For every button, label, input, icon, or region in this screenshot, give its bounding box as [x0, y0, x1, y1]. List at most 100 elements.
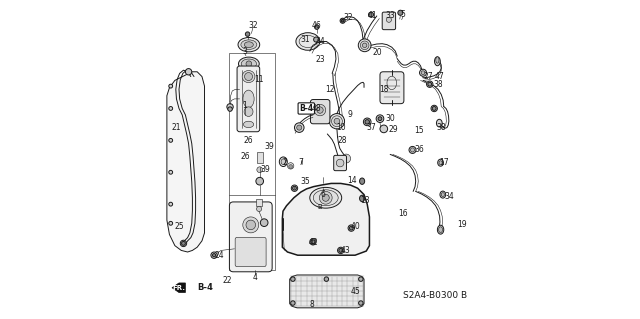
- Circle shape: [260, 219, 268, 226]
- Circle shape: [358, 301, 363, 305]
- Text: 7: 7: [298, 158, 303, 167]
- FancyBboxPatch shape: [333, 155, 346, 171]
- Text: 29: 29: [388, 125, 398, 134]
- Text: FR.: FR.: [173, 285, 186, 291]
- Ellipse shape: [257, 206, 262, 211]
- Ellipse shape: [435, 57, 440, 66]
- Bar: [229, 53, 275, 270]
- Circle shape: [428, 82, 431, 86]
- Ellipse shape: [436, 119, 442, 127]
- FancyBboxPatch shape: [237, 66, 260, 132]
- Circle shape: [342, 154, 351, 163]
- Circle shape: [256, 177, 264, 185]
- Ellipse shape: [438, 159, 444, 166]
- Ellipse shape: [242, 70, 255, 83]
- Text: 37: 37: [366, 123, 376, 132]
- Circle shape: [169, 107, 173, 110]
- Polygon shape: [282, 183, 369, 255]
- Text: 26: 26: [240, 152, 250, 161]
- Circle shape: [227, 104, 233, 110]
- Circle shape: [369, 12, 374, 17]
- Polygon shape: [172, 283, 186, 293]
- Text: 40: 40: [350, 222, 360, 231]
- Ellipse shape: [438, 227, 442, 233]
- Circle shape: [311, 240, 315, 244]
- Text: 33: 33: [385, 11, 395, 20]
- Text: 11: 11: [255, 75, 264, 84]
- Ellipse shape: [437, 225, 444, 234]
- Ellipse shape: [358, 39, 371, 52]
- Text: 32: 32: [344, 13, 353, 22]
- Ellipse shape: [296, 33, 320, 50]
- Circle shape: [358, 277, 363, 281]
- Ellipse shape: [329, 114, 344, 129]
- Text: 18: 18: [379, 85, 388, 94]
- Text: 47: 47: [435, 72, 445, 81]
- Circle shape: [243, 217, 259, 233]
- Circle shape: [291, 301, 295, 305]
- Ellipse shape: [238, 38, 260, 52]
- Text: 22: 22: [223, 276, 232, 285]
- Ellipse shape: [360, 41, 369, 50]
- Text: 20: 20: [372, 48, 382, 57]
- Ellipse shape: [246, 61, 252, 67]
- Ellipse shape: [362, 43, 367, 48]
- Circle shape: [336, 159, 344, 167]
- Text: 1: 1: [243, 101, 248, 110]
- Polygon shape: [290, 275, 364, 308]
- Text: 35: 35: [301, 177, 310, 186]
- Text: 28: 28: [337, 136, 347, 145]
- Text: 14: 14: [347, 176, 356, 185]
- Circle shape: [186, 69, 192, 75]
- Ellipse shape: [334, 118, 340, 124]
- Circle shape: [324, 277, 328, 281]
- Text: 12: 12: [325, 85, 334, 94]
- Circle shape: [310, 239, 316, 245]
- Circle shape: [380, 125, 388, 133]
- Text: 45: 45: [350, 287, 360, 296]
- Text: 27: 27: [424, 72, 433, 81]
- Ellipse shape: [239, 57, 259, 70]
- Ellipse shape: [279, 157, 287, 167]
- Circle shape: [341, 19, 344, 22]
- Ellipse shape: [360, 178, 365, 184]
- FancyBboxPatch shape: [310, 100, 330, 124]
- Circle shape: [348, 225, 355, 231]
- Text: 5: 5: [401, 10, 405, 19]
- Ellipse shape: [409, 146, 416, 153]
- Circle shape: [378, 117, 382, 121]
- Text: 2: 2: [282, 158, 287, 167]
- Circle shape: [314, 104, 326, 116]
- Text: 31: 31: [301, 35, 310, 44]
- Polygon shape: [167, 72, 205, 252]
- Text: 21: 21: [172, 123, 181, 132]
- Text: 23: 23: [315, 55, 325, 63]
- Ellipse shape: [243, 121, 253, 128]
- Ellipse shape: [436, 57, 439, 63]
- Ellipse shape: [244, 73, 253, 81]
- Text: 3: 3: [243, 47, 248, 56]
- Text: 30: 30: [385, 114, 395, 122]
- Ellipse shape: [410, 148, 415, 152]
- Circle shape: [169, 138, 173, 142]
- Ellipse shape: [310, 188, 342, 208]
- Ellipse shape: [244, 42, 253, 48]
- Circle shape: [315, 25, 319, 29]
- Text: 25: 25: [175, 222, 184, 231]
- Circle shape: [169, 202, 173, 206]
- Ellipse shape: [314, 190, 338, 206]
- FancyBboxPatch shape: [229, 202, 272, 272]
- Ellipse shape: [243, 90, 254, 108]
- Text: 32: 32: [248, 21, 258, 30]
- Text: 4: 4: [252, 273, 257, 282]
- Text: 8: 8: [310, 300, 314, 309]
- Circle shape: [340, 18, 345, 23]
- Ellipse shape: [281, 159, 285, 165]
- Circle shape: [314, 37, 319, 42]
- Text: 17: 17: [440, 158, 449, 167]
- Text: 39: 39: [261, 165, 271, 174]
- Text: 19: 19: [457, 220, 467, 229]
- Text: B-4: B-4: [300, 104, 314, 113]
- Text: 38: 38: [436, 123, 446, 132]
- FancyBboxPatch shape: [382, 12, 396, 30]
